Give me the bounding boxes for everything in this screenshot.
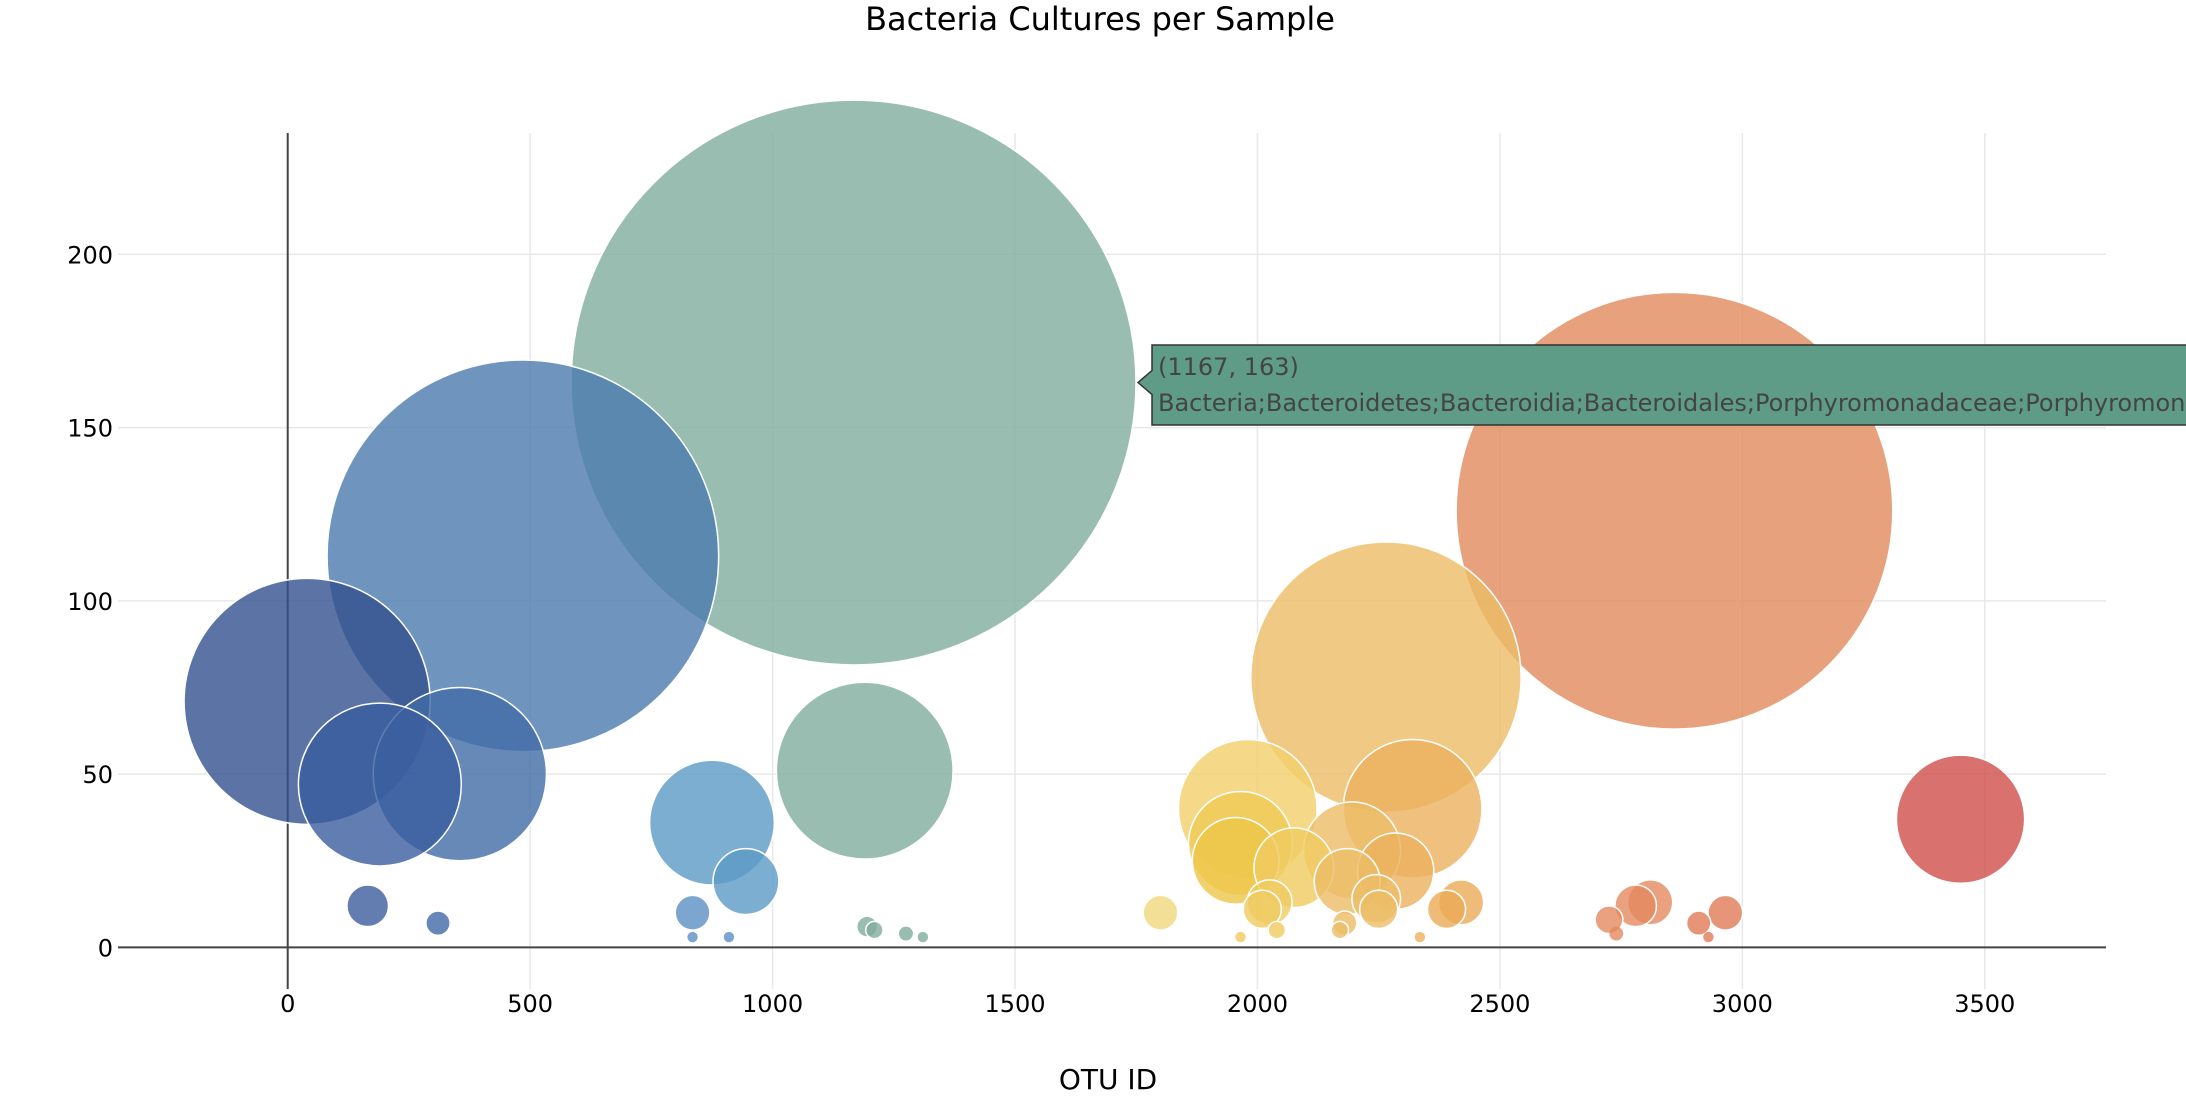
x-axis-label: OTU ID	[1059, 1063, 1157, 1096]
bubble[interactable]	[917, 931, 929, 943]
bubble[interactable]	[1330, 920, 1350, 940]
bubble[interactable]	[1609, 926, 1624, 941]
bubble[interactable]	[1685, 910, 1712, 937]
x-tick-label: 1000	[742, 990, 803, 1018]
bubble[interactable]	[687, 931, 698, 943]
bubble[interactable]	[1707, 894, 1744, 931]
bubble[interactable]	[1414, 931, 1426, 943]
bubble[interactable]	[1594, 905, 1624, 935]
y-tick-label: 200	[67, 241, 113, 269]
tooltip-taxonomy: Bacteria;Bacteroidetes;Bacteroidia;Bacte…	[1158, 389, 2186, 417]
bubble[interactable]	[1426, 889, 1467, 930]
tooltip-box	[1136, 344, 2186, 426]
bubble[interactable]	[1703, 931, 1714, 943]
x-tick-label: 3500	[1954, 990, 2015, 1018]
y-tick-label: 150	[67, 415, 113, 443]
bubble[interactable]	[346, 884, 390, 928]
y-tick-label: 50	[82, 761, 113, 789]
x-tick-label: 0	[280, 990, 295, 1018]
x-tick-label: 1500	[984, 990, 1045, 1018]
bubble[interactable]	[1614, 884, 1658, 928]
bubble[interactable]	[1895, 754, 2026, 885]
bubble[interactable]	[674, 894, 711, 931]
bubble[interactable]	[1142, 894, 1179, 931]
y-tick-label: 0	[98, 934, 113, 962]
x-tick-label: 2000	[1227, 990, 1288, 1018]
bubble[interactable]	[297, 702, 463, 867]
bubble[interactable]	[864, 920, 884, 940]
hover-tooltip: (1167, 163) Bacteria;Bacteroidetes;Bacter…	[1136, 344, 2186, 426]
bubble[interactable]	[1358, 889, 1399, 930]
y-tick-label: 100	[67, 588, 113, 616]
x-tick-label: 500	[507, 990, 553, 1018]
bubble[interactable]	[1235, 931, 1246, 943]
bubbles	[183, 99, 2026, 943]
bubble[interactable]	[1242, 889, 1283, 930]
chart-title: Bacteria Cultures per Sample	[865, 0, 1335, 38]
bubble[interactable]	[723, 931, 735, 943]
bubble[interactable]	[775, 681, 954, 860]
x-tick-label: 2500	[1469, 990, 1530, 1018]
bubble[interactable]	[425, 910, 451, 937]
tick-labels: 0 500 1000 1500 2000 2500 3000 3500 0 50 100 150 200	[67, 241, 2015, 1018]
axes	[118, 133, 2106, 989]
x-tick-label: 3000	[1712, 990, 1773, 1018]
bubble[interactable]	[712, 847, 780, 916]
bubble[interactable]	[1267, 920, 1287, 940]
tooltip-coordinates: (1167, 163)	[1158, 353, 1299, 381]
bubble[interactable]	[898, 926, 913, 941]
